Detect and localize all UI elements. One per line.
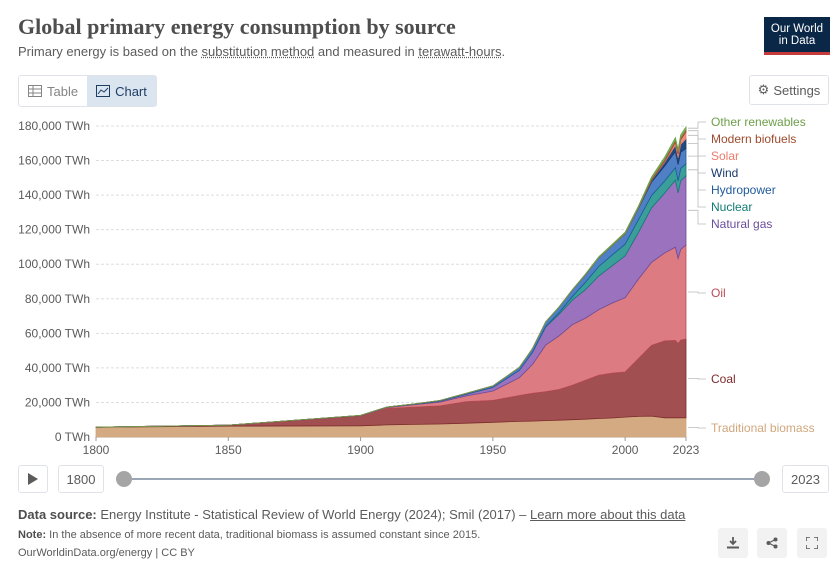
legend-leader-natural-gas — [688, 209, 706, 225]
x-tick-label: 1850 — [215, 443, 242, 457]
legend-label-nuclear[interactable]: Nuclear — [711, 200, 752, 214]
source-label: Data source: — [18, 507, 97, 522]
x-tick-label: 1950 — [480, 443, 507, 457]
tab-chart-label: Chart — [115, 83, 147, 99]
timeline-start-year[interactable]: 1800 — [58, 465, 104, 493]
learn-more-link[interactable]: Learn more about this data — [530, 507, 686, 522]
y-tick-label: 60,000 TWh — [25, 326, 90, 340]
share-button[interactable] — [757, 528, 787, 558]
energy-area-chart[interactable]: 0 TWh 20,000 TWh 40,000 TWh 60,000 TWh 80,00… — [0, 110, 836, 462]
y-tick-label: 180,000 TWh — [18, 119, 90, 133]
play-button[interactable] — [18, 465, 48, 493]
x-tick-label: 2000 — [612, 443, 639, 457]
timeline-track[interactable] — [122, 478, 762, 480]
legend-leader-coal — [688, 378, 706, 380]
timeline-end-handle[interactable] — [754, 471, 770, 487]
logo-line1: Our World — [770, 23, 824, 35]
y-tick-label: 80,000 TWh — [25, 292, 90, 306]
legend-label-other-renewables[interactable]: Other renewables — [711, 115, 806, 129]
legend-label-natural-gas[interactable]: Natural gas — [711, 217, 772, 231]
data-source: Data source: Energy Institute - Statisti… — [18, 507, 685, 522]
source-text: Energy Institute - Statistical Review of… — [96, 507, 531, 522]
timeline-end-year[interactable]: 2023 — [782, 465, 829, 493]
fullscreen-button[interactable] — [797, 528, 827, 558]
legend-leader-other-renewables — [688, 121, 706, 129]
subtitle-text-mid: and measured in — [314, 44, 419, 59]
y-tick-label: 100,000 TWh — [18, 257, 90, 271]
note-label: Note: — [18, 529, 47, 541]
subtitle-text: Primary energy is based on the — [18, 44, 202, 59]
x-tick-label: 2023 — [673, 443, 700, 457]
download-button[interactable] — [718, 528, 748, 558]
settings-label: Settings — [773, 82, 821, 98]
tab-table-label: Table — [47, 83, 79, 99]
tab-chart[interactable]: Chart — [87, 76, 156, 106]
chart-subtitle: Primary energy is based on the substitut… — [18, 44, 505, 59]
y-tick-label: 20,000 TWh — [25, 395, 90, 409]
legend-label-wind[interactable]: Wind — [711, 166, 738, 180]
x-tick-label: 1800 — [83, 443, 110, 457]
legend-label-traditional-biomass[interactable]: Traditional biomass — [711, 421, 815, 435]
legend-leader-wind — [688, 143, 706, 174]
chart-note: Note: In the absence of more recent data… — [18, 529, 480, 541]
legend-label-solar[interactable]: Solar — [711, 149, 739, 163]
credit-line: OurWorldinData.org/energy | CC BY — [18, 547, 195, 559]
legend-label-hydropower[interactable]: Hydropower — [711, 183, 776, 197]
legend-label-modern-biofuels[interactable]: Modern biofuels — [711, 132, 796, 146]
fullscreen-icon — [806, 537, 818, 549]
chart-title: Global primary energy consumption by sou… — [18, 14, 456, 39]
legend-leader-nuclear — [688, 169, 706, 208]
play-icon — [28, 473, 38, 485]
legend-leader-oil — [688, 291, 706, 294]
note-text: In the absence of more recent data, trad… — [46, 529, 481, 541]
y-tick-label: 160,000 TWh — [18, 154, 90, 168]
view-tabs: Table Chart — [18, 75, 157, 107]
settings-button[interactable]: ⚙ Settings — [749, 75, 829, 105]
legend-leader-solar — [688, 134, 706, 157]
y-tick-label: 0 TWh — [55, 430, 90, 444]
timeline-controls: 1800 2023 — [18, 465, 830, 495]
y-tick-label: 120,000 TWh — [18, 223, 90, 237]
substitution-method-link[interactable]: substitution method — [201, 44, 315, 59]
table-icon — [28, 85, 42, 97]
logo-line2: in Data — [778, 35, 816, 47]
legend-leader-traditional-biomass — [688, 427, 706, 429]
legend-label-coal[interactable]: Coal — [711, 372, 736, 386]
area-other-renewables[interactable] — [95, 125, 687, 428]
owid-logo[interactable]: Our World in Data — [764, 17, 830, 55]
y-tick-label: 140,000 TWh — [18, 188, 90, 202]
tab-table[interactable]: Table — [19, 76, 87, 106]
legend-label-oil[interactable]: Oil — [711, 286, 726, 300]
subtitle-text-end: . — [501, 44, 506, 59]
gear-icon: ⚙ — [757, 82, 770, 97]
y-tick-label: 40,000 TWh — [25, 361, 90, 375]
share-icon — [766, 537, 778, 549]
terawatt-hours-link[interactable]: terawatt-hours — [418, 44, 502, 59]
x-tick-label: 1900 — [347, 443, 374, 457]
timeline-start-handle[interactable] — [116, 471, 132, 487]
legend-leader-modern-biofuels — [688, 130, 706, 140]
download-icon — [727, 537, 739, 549]
chart-icon — [96, 85, 111, 97]
